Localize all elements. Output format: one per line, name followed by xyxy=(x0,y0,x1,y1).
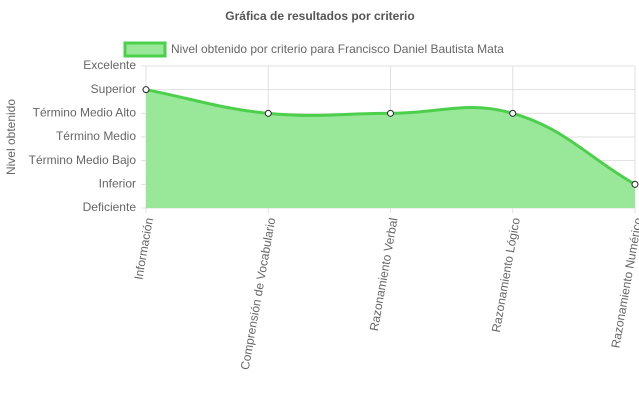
x-tick-label: Información xyxy=(131,217,156,281)
point xyxy=(142,86,150,94)
chart-title: Gráfica de resultados por criterio xyxy=(225,9,414,23)
point xyxy=(631,180,639,188)
y-tick-label: Deficiente xyxy=(83,200,137,214)
y-axis-label: Nivel obtenido xyxy=(4,99,18,175)
x-tick-label: Comprensión de Vocabulario xyxy=(238,216,279,371)
y-tick-label: Inferior xyxy=(99,177,136,191)
y-tick-label: Término Medio Bajo xyxy=(29,153,137,167)
y-tick-label: Término Medio Alto xyxy=(33,106,137,120)
area xyxy=(146,89,635,208)
legend-swatch xyxy=(123,41,167,58)
point xyxy=(509,109,517,117)
y-tick-label: Término Medio xyxy=(56,129,136,143)
x-tick-label: Razonamiento Verbal xyxy=(367,217,401,332)
point xyxy=(264,109,272,117)
y-tick-label: Superior xyxy=(91,82,136,96)
x-tick-label: Razonamiento Numérico xyxy=(608,216,639,349)
x-tick-label: Razonamiento Lógico xyxy=(489,216,523,333)
point xyxy=(387,109,394,117)
legend-label: Nivel obtenido por criterio para Francis… xyxy=(171,42,504,56)
y-tick-label: Excelente xyxy=(83,58,136,72)
